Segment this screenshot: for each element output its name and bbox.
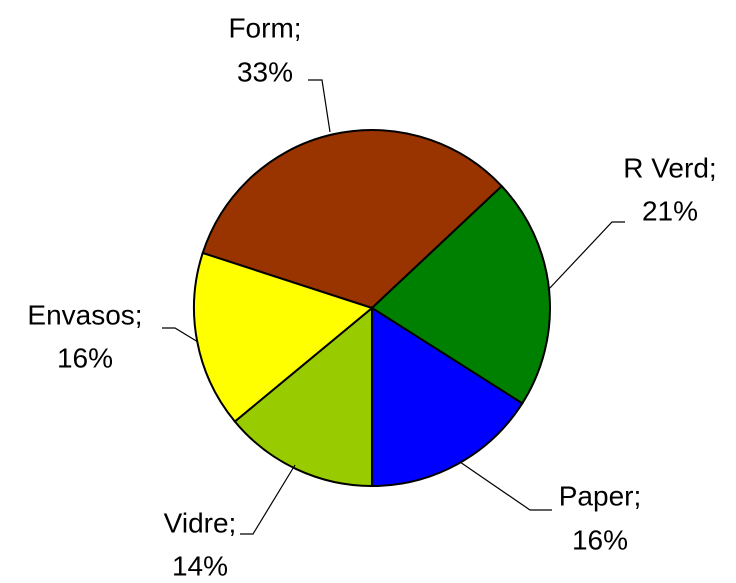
slice-label: R Verd; <box>623 152 716 183</box>
slice-value-label: 14% <box>172 550 228 581</box>
slice-value-label: 33% <box>237 56 293 87</box>
slice-label: Form; <box>228 12 301 43</box>
leader-line <box>547 221 625 291</box>
pie-slice <box>201 129 504 310</box>
leader-line <box>162 327 199 343</box>
slice-value-label: 16% <box>57 342 113 373</box>
slice-value-label: 16% <box>572 524 628 555</box>
slice-value-label: 21% <box>642 195 698 226</box>
leader-line <box>308 79 331 133</box>
leader-line <box>459 461 552 511</box>
leader-line <box>240 464 296 535</box>
pie-slice <box>370 184 551 405</box>
slice-label: Vidre; <box>164 507 237 538</box>
slice-label: Paper; <box>559 480 642 511</box>
pie-slice <box>371 306 524 488</box>
pie-slice <box>233 305 373 488</box>
slice-label: Envasos; <box>27 299 142 330</box>
